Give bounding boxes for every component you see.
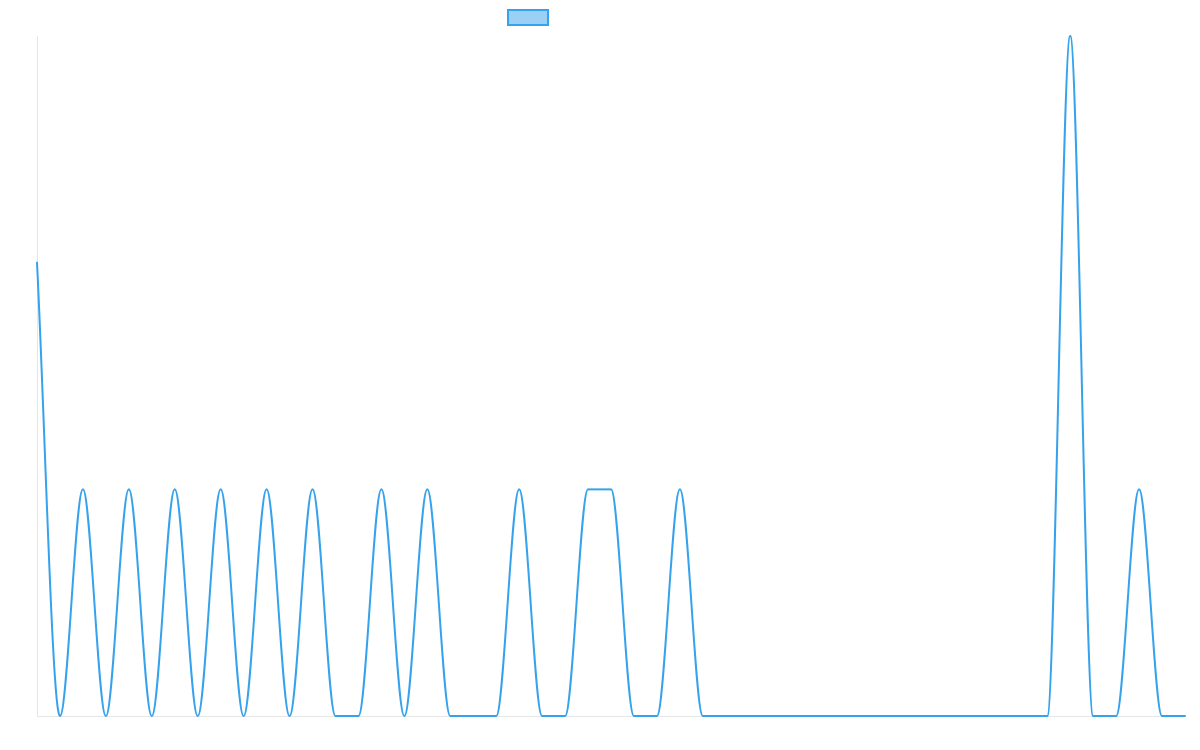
series-layer bbox=[36, 35, 1186, 717]
legend-swatch[interactable] bbox=[507, 9, 549, 26]
series-line-0 bbox=[36, 35, 1186, 717]
